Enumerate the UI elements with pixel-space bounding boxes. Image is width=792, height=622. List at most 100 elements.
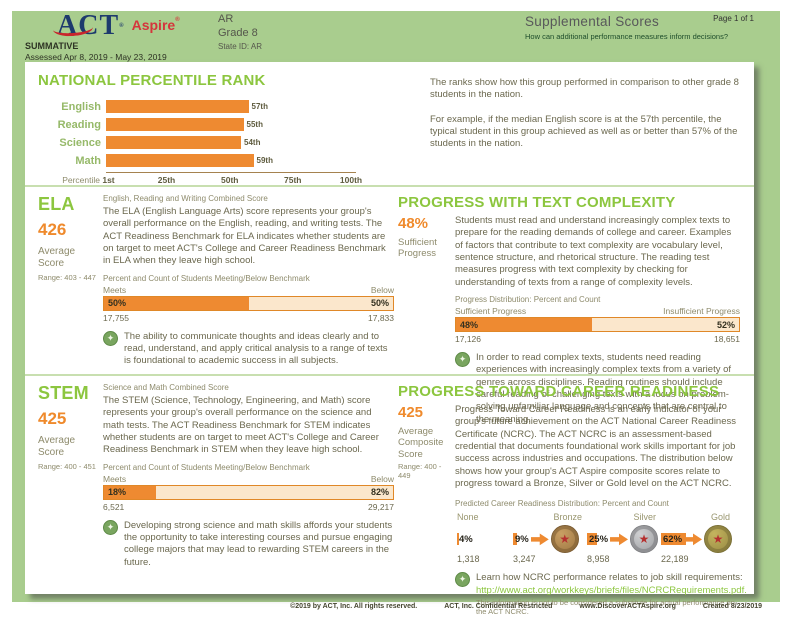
text-complexity-body-text: Students must read and understand increa… xyxy=(455,215,732,288)
act-logo-text: ACT® xyxy=(52,12,125,40)
npr-bar xyxy=(106,118,244,131)
stem-meets-fill xyxy=(104,485,157,499)
footer-confidential: ACT, Inc. Confidential Restricted xyxy=(444,603,553,610)
bronze-count: 3,247 xyxy=(513,554,536,565)
silver-count: 8,958 xyxy=(587,554,610,565)
page-number: Page 1 of 1 xyxy=(713,14,754,23)
ela-below-count: 17,833 xyxy=(368,312,394,323)
ela-callout: ✦ The ability to communicate thoughts an… xyxy=(103,330,394,368)
ela-meets-label: Meets xyxy=(103,284,127,295)
stem-score-label: Average Score xyxy=(38,435,76,458)
ela-benchmark-bar: 50% 50% xyxy=(103,295,394,311)
ela-body-text: The ELA (English Language Arts) score re… xyxy=(103,206,386,267)
career-average-composite-score: 425 xyxy=(398,404,424,421)
text-complexity-callout: ✦ In order to read complex texts, studen… xyxy=(455,352,740,426)
report-title-block: Supplemental Scores How can additional p… xyxy=(525,14,728,41)
footer-created-date: Created 8/23/2019 xyxy=(702,603,762,610)
stem-body-text: The STEM (Science, Technology, Engineeri… xyxy=(103,395,379,456)
insufficient-progress-count: 18,651 xyxy=(714,334,740,345)
insight-icon: ✦ xyxy=(103,330,118,346)
npr-axis: Percentile 1st 25th 50th 75th 100th xyxy=(62,172,362,189)
silver-medal-icon: ★ xyxy=(630,525,659,554)
report-title: Supplemental Scores xyxy=(525,14,660,29)
text-complexity-bar: 48% 52% xyxy=(455,317,740,333)
npr-bar xyxy=(106,154,254,167)
arrow-right-icon xyxy=(610,533,629,546)
grade-label: Grade 8 xyxy=(218,26,258,39)
text-complexity-callout-text: In order to read complex texts, students… xyxy=(476,352,732,425)
npr-bar-chart: English 57th Reading 55th Science 54th M… xyxy=(38,100,398,189)
stem-meets-count: 6,521 xyxy=(103,501,125,512)
gold-medal-icon: ★ xyxy=(704,525,733,554)
stem-below-label: Below xyxy=(370,473,394,484)
text-complexity-percent-label: Sufficient Progress xyxy=(398,237,437,260)
ela-subtitle: English, Reading and Writing Combined Sc… xyxy=(103,194,268,203)
npr-axis-label: Percentile xyxy=(62,175,100,185)
ela-heading: ELA xyxy=(38,194,75,214)
career-readiness-section: PROGRESS TOWARD CAREER READINESS 425 Ave… xyxy=(398,383,753,616)
arrow-right-icon xyxy=(684,533,703,546)
bronze-medal-icon: ★ xyxy=(550,525,579,554)
career-callout-text: Learn how NCRC performance relates to jo… xyxy=(476,572,743,584)
npr-description-2: For example, if the median English score… xyxy=(430,113,738,150)
career-score-label: Average Composite Score xyxy=(398,426,444,460)
stem-below-count: 29,217 xyxy=(368,501,394,512)
sufficient-progress-count: 17,126 xyxy=(455,334,481,345)
bronze-minibar xyxy=(513,533,517,546)
insufficient-progress-label: Insufficient Progress xyxy=(663,306,740,317)
career-level-silver: Silver 25% ★ 8,958 xyxy=(587,512,661,564)
ela-distribution-title: Percent and Count of Students Meeting/Be… xyxy=(103,273,310,283)
stem-benchmark-bar: 18% 82% xyxy=(103,484,394,500)
npr-bar xyxy=(106,136,241,149)
career-callout-note: This information is not to be considered… xyxy=(476,598,735,617)
career-score-range: Range: 400 - 449 xyxy=(398,462,442,481)
ela-meets-count: 17,755 xyxy=(103,312,129,323)
stem-average-score: 425 xyxy=(38,409,67,428)
ncrc-requirements-link[interactable]: http://www.act.org/workkeys/briefs/files… xyxy=(476,584,747,596)
sufficient-progress-label: Sufficient Progress xyxy=(455,306,527,317)
career-heading: PROGRESS TOWARD CAREER READINESS xyxy=(398,383,720,400)
act-aspire-logo: ACT® Aspire® xyxy=(52,12,180,40)
aspire-logo-text: Aspire® xyxy=(131,17,180,33)
ela-score-range: Range: 403 - 447 xyxy=(38,273,96,282)
state-id: State ID: AR xyxy=(218,41,263,51)
stem-heading: STEM xyxy=(38,383,89,403)
text-complexity-percent: 48% xyxy=(398,215,429,232)
gold-minibar xyxy=(661,533,686,546)
insight-icon: ✦ xyxy=(455,352,470,368)
career-body-text: Progress Toward Career Readiness is an e… xyxy=(455,404,736,490)
report-type-label: SUMMATIVE xyxy=(25,41,79,51)
stem-distribution-title: Percent and Count of Students Meeting/Be… xyxy=(103,462,310,472)
none-minibar xyxy=(457,533,459,546)
career-distribution-chart: None 4% 1,318 Bronze 9% xyxy=(455,512,747,564)
stem-section: STEM 425 Average Score Range: 400 - 451 … xyxy=(38,383,398,590)
career-level-none: None 4% 1,318 xyxy=(457,512,513,564)
org-name: AR xyxy=(218,13,234,25)
group-identification: AR Grade 8 State ID: AR xyxy=(218,13,262,52)
stem-meets-label: Meets xyxy=(103,473,127,484)
npr-bar xyxy=(106,100,249,113)
npr-row-english: English 57th xyxy=(61,100,268,113)
ela-callout-text: The ability to communicate thoughts and … xyxy=(124,330,388,367)
none-count: 1,318 xyxy=(457,554,480,565)
stem-callout-text: Developing strong science and math skill… xyxy=(124,519,393,568)
text-complexity-section: PROGRESS WITH TEXT COMPLEXITY 48% Suffic… xyxy=(398,194,746,425)
npr-row-science: Science 54th xyxy=(59,136,261,149)
footer: ©2019 by ACT, Inc. All rights reserved. … xyxy=(0,603,762,610)
career-callout: ✦ Learn how NCRC performance relates to … xyxy=(455,572,747,616)
assessment-date-range: Assessed Apr 8, 2019 - May 23, 2019 xyxy=(25,52,167,62)
arrow-right-icon xyxy=(530,533,549,546)
stem-callout: ✦ Developing strong science and math ski… xyxy=(103,519,394,569)
ela-average-score: 426 xyxy=(38,220,67,239)
stem-subtitle: Science and Math Combined Score xyxy=(103,383,229,392)
npr-row-reading: Reading 55th xyxy=(57,118,263,131)
insight-icon: ✦ xyxy=(103,519,118,535)
career-level-bronze: Bronze 9% ★ 3,247 xyxy=(513,512,587,564)
insight-icon: ✦ xyxy=(455,572,470,588)
text-complexity-distribution-title: Progress Distribution: Percent and Count xyxy=(455,295,601,305)
career-distribution-title: Predicted Career Readiness Distribution:… xyxy=(455,499,669,509)
silver-minibar xyxy=(587,533,597,546)
gold-count: 22,189 xyxy=(661,554,689,565)
npr-description: The ranks show how this group performed … xyxy=(398,72,746,185)
